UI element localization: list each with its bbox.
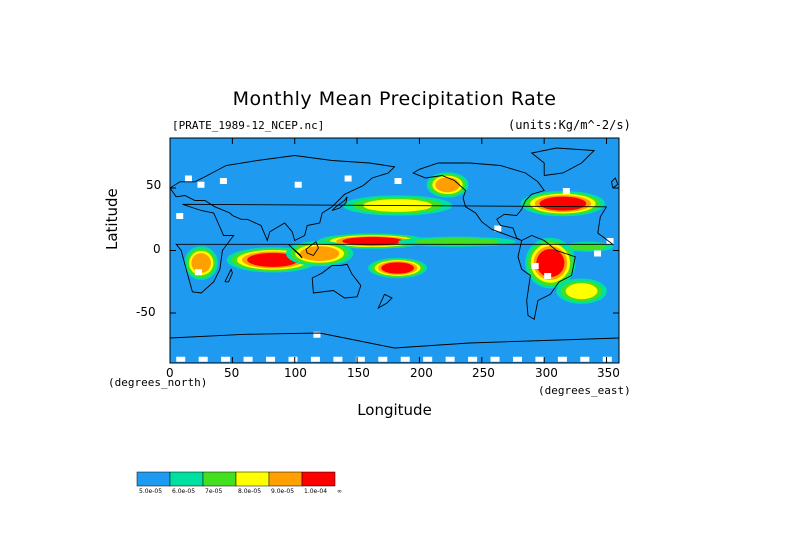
- coastline: [288, 243, 303, 259]
- missing-data-cell: [198, 356, 208, 362]
- missing-data-cell: [445, 356, 455, 362]
- x-tick-label: 200: [410, 366, 433, 380]
- colorbar-tick-label: ∞: [337, 488, 342, 495]
- coastline: [530, 147, 596, 176]
- missing-data-cell: [194, 269, 202, 276]
- missing-data-cell: [197, 181, 205, 188]
- x-axis-units: (degrees_east): [538, 384, 631, 397]
- missing-data-cell: [594, 250, 602, 257]
- x-tick-label: 100: [284, 366, 307, 380]
- missing-data-cell: [313, 331, 321, 338]
- missing-data-cell: [606, 238, 614, 244]
- missing-data-cell: [176, 213, 184, 219]
- coastline: [517, 235, 576, 321]
- colorbar-tick-label: 7e-05: [205, 488, 223, 495]
- precip-region: [381, 262, 414, 274]
- missing-data-cell: [535, 356, 545, 362]
- colorbar-swatch: [136, 471, 171, 487]
- colorbar-swatch: [202, 471, 237, 487]
- map-title: Monthly Mean Precipitation Rate: [232, 88, 557, 110]
- missing-data-cell: [288, 356, 298, 362]
- x-axis-label: Longitude: [357, 401, 432, 419]
- missing-data-cell: [557, 356, 567, 362]
- y-axis-units: (degrees_north): [108, 376, 208, 389]
- file-label: [PRATE_1989-12_NCEP.nc]: [172, 119, 325, 132]
- precip-region: [536, 248, 565, 278]
- missing-data-cell: [184, 175, 192, 182]
- coastline: [224, 268, 233, 283]
- missing-data-cell: [400, 356, 410, 362]
- x-tick-label: 0: [166, 366, 174, 380]
- y-tick-label: -50: [136, 305, 156, 319]
- missing-data-cell: [468, 356, 478, 362]
- colorbar-tick-label: 1.0e-04: [304, 488, 328, 495]
- units-label: (units:Kg/m^-2/s): [508, 118, 631, 132]
- colorbar-swatch: [169, 471, 204, 487]
- precip-region: [247, 252, 299, 267]
- x-tick-label: 150: [347, 366, 370, 380]
- colorbar-swatch: [268, 471, 303, 487]
- y-axis-label: Latitude: [103, 188, 121, 250]
- missing-data-cell: [531, 263, 539, 269]
- precip-region: [300, 246, 340, 262]
- missing-data-cell: [394, 178, 402, 184]
- x-tick-label: 350: [597, 366, 620, 380]
- missing-data-cell: [219, 178, 227, 184]
- coastline: [305, 241, 319, 257]
- missing-data-cell: [512, 356, 522, 362]
- x-tick-label: 250: [472, 366, 495, 380]
- missing-data-cell: [243, 356, 253, 362]
- precip-region: [191, 253, 212, 273]
- missing-data-cell: [378, 356, 388, 362]
- missing-data-cell: [602, 356, 612, 362]
- field-layer: [170, 147, 619, 362]
- missing-data-cell: [544, 273, 552, 279]
- y-tick-label: 50: [146, 178, 162, 192]
- colorbar-tick-label: 5.0e-05: [139, 488, 163, 495]
- colorbar-tick-label: 9.0e-05: [271, 488, 295, 495]
- missing-data-cell: [221, 356, 231, 362]
- y-tick-label: 0: [153, 242, 161, 256]
- missing-data-cell: [423, 356, 433, 362]
- coastline: [175, 203, 615, 294]
- precip-region: [435, 177, 460, 193]
- coastline: [170, 155, 396, 242]
- missing-data-cell: [562, 188, 570, 194]
- missing-data-cell: [344, 175, 352, 182]
- precip-region: [569, 243, 607, 251]
- missing-data-cell: [490, 356, 500, 362]
- missing-data-cell: [266, 356, 276, 362]
- precip-region: [414, 238, 500, 246]
- precip-region: [342, 236, 404, 246]
- missing-data-cell: [176, 356, 186, 362]
- colorbar-swatch: [301, 471, 336, 487]
- colorbar-tick-label: 8.0e-05: [238, 488, 262, 495]
- missing-data-cell: [333, 356, 343, 362]
- coastline: [311, 263, 362, 299]
- coastline: [331, 196, 348, 211]
- missing-data-cell: [580, 356, 590, 362]
- precip-region: [565, 283, 598, 300]
- coastline: [412, 162, 545, 241]
- missing-data-cell: [355, 356, 365, 362]
- coastline: [377, 293, 393, 310]
- colorbar-swatch: [235, 471, 270, 487]
- missing-data-cell: [310, 356, 320, 362]
- colorbar-tick-label: 6.0e-05: [172, 488, 196, 495]
- coastline: [611, 177, 619, 189]
- coastline: [170, 332, 619, 349]
- precip-region: [539, 196, 587, 211]
- missing-data-cell: [494, 225, 502, 232]
- missing-data-cell: [294, 181, 302, 188]
- x-tick-label: 50: [224, 366, 240, 380]
- x-tick-label: 300: [535, 366, 558, 380]
